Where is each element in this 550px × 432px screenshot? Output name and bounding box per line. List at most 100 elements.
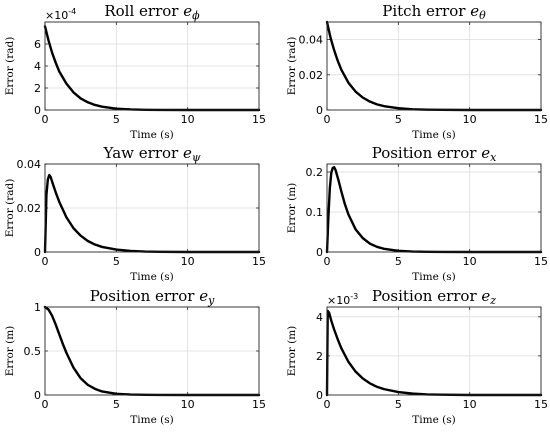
title-subscript: x <box>490 151 497 164</box>
title-subscript: ϕ <box>192 9 200 22</box>
multiplier-exponent: -3 <box>350 292 358 301</box>
x-tick-label: 15 <box>252 255 266 268</box>
subplot-1: 0 5 10 15 0 2 4 6 Roll error eϕ ×10-4 Time (s) Erro… <box>4 2 266 141</box>
x-tick-label: 15 <box>252 398 266 411</box>
y-tick-label: 6 <box>34 38 41 51</box>
x-tick-label: 0 <box>324 113 331 126</box>
subplot-2: 0 5 10 15 0 0.02 0.04 Pitch error eθ Time (s) Err… <box>286 2 548 141</box>
x-tick-label: 0 <box>42 113 49 126</box>
x-tick-label: 5 <box>395 113 402 126</box>
subplot-title: Pitch error eθ <box>382 2 486 22</box>
title-text: Yaw error <box>102 144 182 162</box>
title-text: Roll error <box>104 2 183 20</box>
x-axis-label: Time (s) <box>412 129 455 141</box>
y-tick-label: 0 <box>316 246 323 259</box>
y-tick-label: 0.04 <box>299 34 324 47</box>
title-symbol: e <box>183 144 192 162</box>
x-tick-label: 10 <box>463 398 477 411</box>
axis-multiplier: ×10-3 <box>327 292 358 307</box>
subplot-3: 0 5 10 15 0 0.02 0.04 Yaw error eψ Time (s) Error… <box>4 144 266 283</box>
x-tick-label: 10 <box>181 113 195 126</box>
x-tick-label: 0 <box>324 398 331 411</box>
x-tick-label: 15 <box>534 255 548 268</box>
axes-box <box>44 306 260 396</box>
x-tick-label: 15 <box>534 113 548 126</box>
title-symbol: e <box>183 2 192 20</box>
plot-area <box>327 164 541 252</box>
x-tick-label: 10 <box>181 255 195 268</box>
x-axis-label: Time (s) <box>412 414 455 426</box>
y-axis-label: Error (m) <box>286 183 298 234</box>
x-tick-label: 0 <box>42 255 49 268</box>
title-subscript: z <box>489 294 496 307</box>
x-tick-label: 5 <box>395 398 402 411</box>
y-axis-label: Error (rad) <box>286 37 298 96</box>
title-symbol: e <box>481 144 490 162</box>
title-symbol: e <box>199 287 208 305</box>
subplot-title: Position error ey <box>90 287 215 307</box>
axes-box <box>44 163 260 253</box>
x-tick-label: 0 <box>324 255 331 268</box>
subplot-5: 0 5 10 15 0 0.5 1 Position error ey Time (s) Erro… <box>4 287 266 426</box>
axes-box <box>326 306 542 396</box>
y-tick-label: 0 <box>316 104 323 117</box>
axes-box <box>326 21 542 111</box>
y-axis-label: Error (rad) <box>4 37 16 96</box>
axes-box <box>326 163 542 253</box>
x-tick-label: 0 <box>42 398 49 411</box>
title-symbol: e <box>470 2 479 20</box>
multiplier-base: ×10 <box>45 9 68 22</box>
y-tick-label: 4 <box>316 311 323 324</box>
subplot-title: Roll error eϕ <box>104 2 200 22</box>
x-tick-label: 5 <box>113 398 120 411</box>
y-tick-label: 0 <box>34 389 41 402</box>
y-axis-label: Error (m) <box>286 326 298 377</box>
x-tick-label: 15 <box>534 398 548 411</box>
subplot-6: 0 5 10 15 0 2 4 Position error ez ×10-3 Time (s) E… <box>286 287 548 426</box>
y-axis-label: Error (m) <box>4 326 16 377</box>
multiplier-base: ×10 <box>327 294 350 307</box>
y-tick-label: 4 <box>34 60 41 73</box>
title-subscript: θ <box>479 9 486 22</box>
subplot-title: Yaw error eψ <box>102 144 200 164</box>
axes-box <box>44 21 260 111</box>
x-tick-label: 5 <box>395 255 402 268</box>
title-subscript: ψ <box>192 151 201 164</box>
subplot-title: Position error ex <box>372 144 497 164</box>
title-text: Position error <box>372 144 481 162</box>
y-tick-label: 0 <box>316 389 323 402</box>
plot-area <box>327 22 541 110</box>
subplot-4: 0 5 10 15 0 0.1 0.2 Position error ex Time (s) Er… <box>286 144 548 283</box>
y-tick-label: 0.2 <box>306 166 324 179</box>
title-symbol: e <box>481 287 490 305</box>
x-axis-label: Time (s) <box>412 271 455 283</box>
x-axis-label: Time (s) <box>130 271 173 283</box>
multiplier-exponent: -4 <box>68 7 76 16</box>
y-tick-label: 0.1 <box>306 206 324 219</box>
x-tick-label: 5 <box>113 113 120 126</box>
x-tick-label: 10 <box>463 113 477 126</box>
x-tick-label: 5 <box>113 255 120 268</box>
y-tick-label: 1 <box>34 301 41 314</box>
y-tick-label: 0.04 <box>17 158 42 171</box>
subplot-title: Position error ez <box>372 287 496 307</box>
axis-multiplier: ×10-4 <box>45 7 76 22</box>
y-tick-label: 2 <box>316 350 323 363</box>
y-tick-label: 0.02 <box>299 69 324 82</box>
x-axis-label: Time (s) <box>130 129 173 141</box>
x-axis-label: Time (s) <box>130 414 173 426</box>
y-tick-label: 2 <box>34 82 41 95</box>
x-tick-label: 10 <box>181 398 195 411</box>
y-axis-label: Error (rad) <box>4 179 16 238</box>
y-tick-label: 0 <box>34 104 41 117</box>
title-text: Position error <box>372 287 481 305</box>
plot-area <box>327 307 541 395</box>
y-tick-label: 0.5 <box>24 345 42 358</box>
title-text: Position error <box>90 287 199 305</box>
title-text: Pitch error <box>382 2 470 20</box>
title-subscript: y <box>207 294 215 307</box>
x-tick-label: 15 <box>252 113 266 126</box>
x-tick-label: 10 <box>463 255 477 268</box>
y-tick-label: 0.02 <box>17 202 42 215</box>
